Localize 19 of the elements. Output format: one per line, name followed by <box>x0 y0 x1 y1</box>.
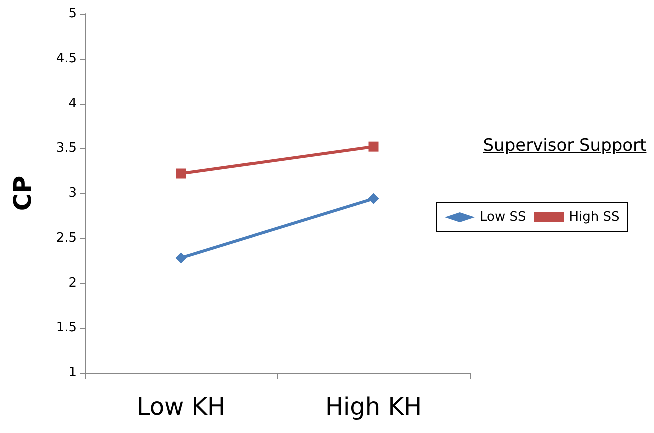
legend-title: Supervisor Support <box>482 136 648 156</box>
y-tick-label: 1.5 <box>56 320 77 336</box>
point <box>368 193 380 204</box>
x-tick-label: Low KH <box>136 393 226 421</box>
y-tick-label: 3 <box>68 186 77 201</box>
y-tick-label: 2.5 <box>56 230 77 246</box>
y-tick-label: 2 <box>68 276 77 291</box>
y-tick-label: 5 <box>68 6 77 22</box>
y-tick-label: 4.5 <box>56 51 77 66</box>
y-tick-label: 1 <box>68 366 77 380</box>
point <box>176 168 186 179</box>
legend-label: High SS <box>569 210 620 225</box>
y-tick-label: 4 <box>68 96 77 112</box>
legend-label: Low SS <box>480 210 526 225</box>
x-tick-label: High KH <box>325 393 422 421</box>
y-tick-label: 3.5 <box>56 141 77 156</box>
y-axis-title: CP <box>9 176 37 212</box>
point <box>176 252 187 264</box>
point <box>368 142 379 152</box>
